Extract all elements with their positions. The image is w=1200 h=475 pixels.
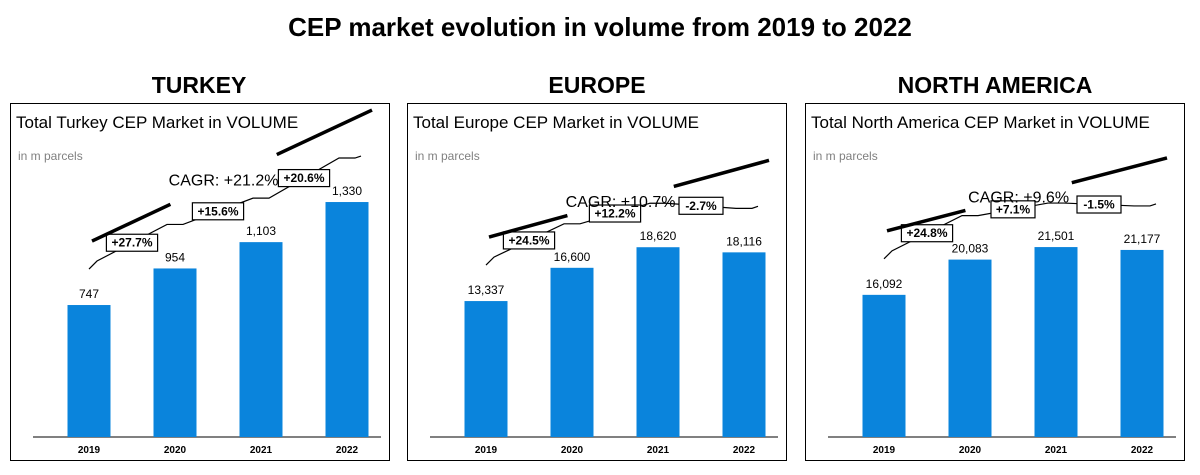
bar — [67, 305, 111, 437]
cagr-label: CAGR: +9.6% — [968, 190, 1069, 207]
bar-chart-europe: 13,337 2019 16,600 2020 18,620 2021 18,116 2022… — [430, 158, 778, 456]
growth-box — [502, 231, 556, 250]
cagr-line — [673, 158, 770, 189]
growth-box — [277, 168, 331, 188]
cagr-label: CAGR: +10.7% — [566, 194, 676, 211]
growth-box — [588, 204, 642, 223]
bar — [325, 202, 369, 437]
growth-label: -1.5% — [1083, 198, 1115, 212]
growth-box — [1076, 195, 1122, 214]
growth-box — [990, 200, 1036, 219]
x-tick-label: 2021 — [647, 445, 670, 456]
growth-label: +12.2% — [594, 207, 635, 221]
bar — [239, 242, 283, 437]
chart-title: Total Turkey CEP Market in VOLUME — [16, 113, 299, 132]
region-title-turkey: TURKEY — [151, 72, 247, 98]
data-label: 20,083 — [952, 242, 989, 256]
data-label: 18,620 — [640, 229, 677, 243]
bar — [862, 294, 906, 437]
unit-label: in m parcels — [415, 149, 480, 163]
cagr-line — [886, 208, 966, 233]
cagr-label: CAGR: +21.2% — [169, 172, 279, 189]
data-label: 13,337 — [468, 283, 505, 297]
page-title: CEP market evolution in volume from 2019… — [288, 12, 912, 42]
data-label: 21,501 — [1038, 229, 1075, 243]
growth-box — [678, 196, 724, 215]
x-tick-label: 2019 — [78, 445, 101, 456]
chart-title: Total Europe CEP Market in VOLUME — [413, 113, 699, 132]
growth-label: +20.6% — [283, 171, 324, 185]
growth-label: +24.8% — [906, 226, 947, 240]
data-label: 747 — [79, 287, 99, 301]
bar — [948, 259, 992, 437]
x-tick-label: 2020 — [959, 445, 982, 456]
x-tick-label: 2020 — [561, 445, 584, 456]
unit-label: in m parcels — [813, 149, 878, 163]
region-title-north-america: NORTH AMERICA — [897, 72, 1093, 98]
cagr-line — [91, 202, 172, 243]
data-label: 21,177 — [1124, 232, 1161, 246]
growth-label: +15.6% — [197, 204, 238, 218]
bar-chart-turkey: 747 2019 954 2020 1,103 2021 1,330 2022 +27.7% +1… — [33, 108, 381, 456]
chart-panel-north-america: Total North America CEP Market in VOLUME… — [805, 103, 1185, 461]
growth-label: +7.1% — [996, 202, 1031, 216]
bar — [153, 268, 197, 437]
chart-title: Total North America CEP Market in VOLUME — [811, 113, 1150, 132]
bar — [550, 267, 594, 437]
x-tick-label: 2022 — [733, 445, 756, 456]
growth-box — [191, 202, 245, 221]
chart-panel-europe: Total Europe CEP Market in VOLUME in m p… — [407, 103, 787, 461]
cagr-line — [488, 213, 568, 239]
x-tick-label: 2021 — [250, 445, 273, 456]
data-label: 954 — [165, 250, 185, 264]
bar — [722, 252, 766, 437]
bar — [636, 247, 680, 437]
x-tick-label: 2019 — [873, 445, 896, 456]
cagr-line — [1071, 156, 1168, 185]
x-tick-label: 2021 — [1045, 445, 1068, 456]
growth-box — [105, 233, 159, 252]
bar — [1034, 247, 1078, 437]
region-title-europe: EUROPE — [548, 72, 646, 98]
data-label: 16,600 — [554, 250, 591, 264]
unit-label: in m parcels — [18, 149, 83, 163]
growth-label: +27.7% — [111, 236, 152, 250]
data-label: 1,330 — [332, 184, 362, 198]
x-tick-label: 2022 — [336, 445, 359, 456]
bar — [464, 301, 508, 437]
bar-chart-north-america: 16,092 2019 20,083 2020 21,501 2021 21,177 2022… — [828, 156, 1176, 456]
growth-label: +24.5% — [508, 233, 549, 247]
x-tick-label: 2020 — [164, 445, 187, 456]
growth-label: -2.7% — [685, 199, 717, 213]
chart-panel-turkey: Total Turkey CEP Market in VOLUME in m p… — [10, 103, 390, 461]
x-tick-label: 2022 — [1131, 445, 1154, 456]
cagr-line — [276, 108, 373, 157]
data-label: 16,092 — [866, 277, 903, 291]
data-label: 1,103 — [246, 224, 276, 238]
bar — [1120, 249, 1164, 437]
growth-box — [900, 224, 954, 243]
x-tick-label: 2019 — [475, 445, 498, 456]
data-label: 18,116 — [726, 234, 762, 248]
